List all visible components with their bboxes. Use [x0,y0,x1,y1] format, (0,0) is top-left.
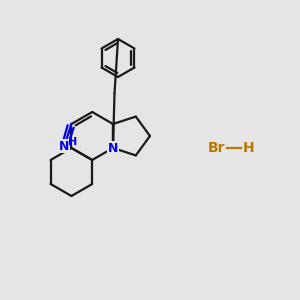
Text: N: N [108,142,118,154]
Text: H: H [243,141,255,155]
Text: Br: Br [208,141,226,155]
Text: H: H [68,137,77,147]
Text: N: N [59,140,70,152]
